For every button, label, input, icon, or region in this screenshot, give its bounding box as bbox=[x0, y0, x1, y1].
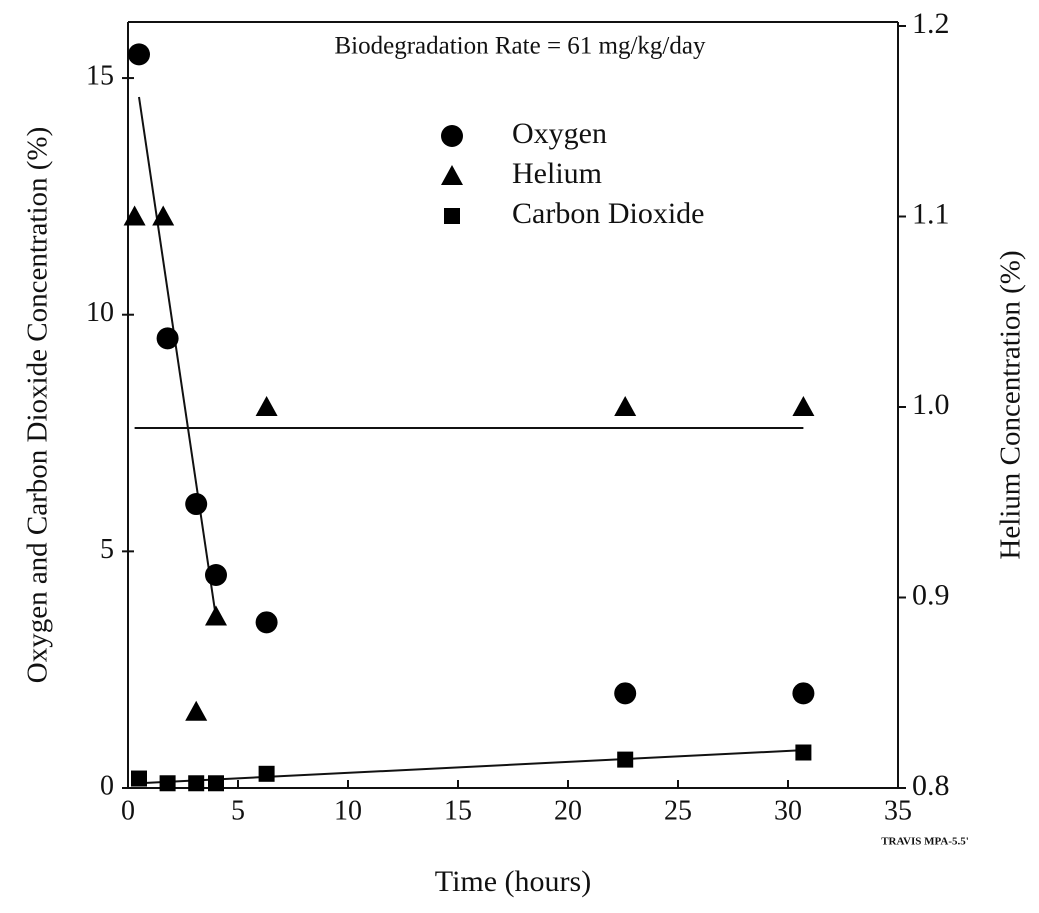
marker-triangle bbox=[205, 605, 227, 626]
fit-line bbox=[138, 749, 804, 785]
source-note: TRAVIS MPA-5.5' bbox=[881, 836, 969, 848]
y-tick-label: 0 bbox=[100, 770, 114, 801]
marker-square bbox=[131, 770, 147, 787]
marker-square bbox=[617, 751, 634, 768]
x-tick-label: 15 bbox=[444, 795, 472, 826]
legend-label: Carbon Dioxide bbox=[512, 197, 704, 230]
annotation: Biodegradation Rate = 61 mg/kg/day bbox=[335, 33, 706, 60]
x-axis-label: Time (hours) bbox=[435, 865, 591, 898]
marker-square bbox=[258, 765, 275, 782]
x-tick-label: 25 bbox=[664, 795, 692, 826]
marker-triangle bbox=[792, 396, 815, 416]
legend-label: Helium bbox=[512, 157, 602, 190]
marker-circle bbox=[614, 682, 637, 705]
marker-square bbox=[795, 744, 812, 761]
y-tick-label: 5 bbox=[100, 534, 114, 565]
x-tick-label: 10 bbox=[334, 795, 362, 826]
x-tick-label: 30 bbox=[774, 795, 802, 826]
x-tick-label: 35 bbox=[884, 795, 912, 826]
marker-circle bbox=[185, 493, 208, 516]
marker-triangle bbox=[255, 396, 278, 416]
y2-tick-label: 1.2 bbox=[912, 7, 950, 40]
marker-square bbox=[444, 208, 460, 224]
marker-triangle bbox=[441, 165, 463, 185]
marker-square bbox=[188, 775, 205, 792]
y-tick-label: 15 bbox=[86, 60, 114, 91]
y-tick-label: 10 bbox=[86, 297, 114, 328]
y2-tick-label: 1.1 bbox=[912, 197, 950, 230]
marker-triangle bbox=[185, 700, 208, 721]
marker-square bbox=[159, 775, 176, 792]
plot-frame bbox=[127, 21, 899, 789]
marker-circle bbox=[205, 564, 227, 587]
x-tick-label: 5 bbox=[231, 795, 245, 826]
marker-circle bbox=[792, 682, 815, 705]
marker-triangle bbox=[123, 205, 146, 226]
marker-circle bbox=[441, 125, 463, 147]
marker-square bbox=[208, 775, 224, 792]
marker-triangle bbox=[614, 396, 637, 416]
x-tick-label: 20 bbox=[554, 795, 582, 826]
marker-circle bbox=[255, 611, 278, 634]
y2-tick-label: 0.9 bbox=[912, 578, 950, 611]
marker-circle bbox=[128, 43, 150, 66]
x-tick-label: 0 bbox=[121, 795, 135, 826]
y-axis-label: Oxygen and Carbon Dioxide Concentration … bbox=[22, 127, 54, 684]
y2-tick-label: 0.8 bbox=[912, 769, 950, 802]
marker-circle bbox=[156, 327, 179, 350]
legend-label: Oxygen bbox=[512, 117, 607, 150]
fit-line bbox=[138, 96, 217, 618]
y2-axis-label: Helium Concentration (%) bbox=[995, 250, 1027, 559]
y2-tick-label: 1.0 bbox=[912, 388, 950, 421]
marker-triangle bbox=[152, 205, 175, 226]
